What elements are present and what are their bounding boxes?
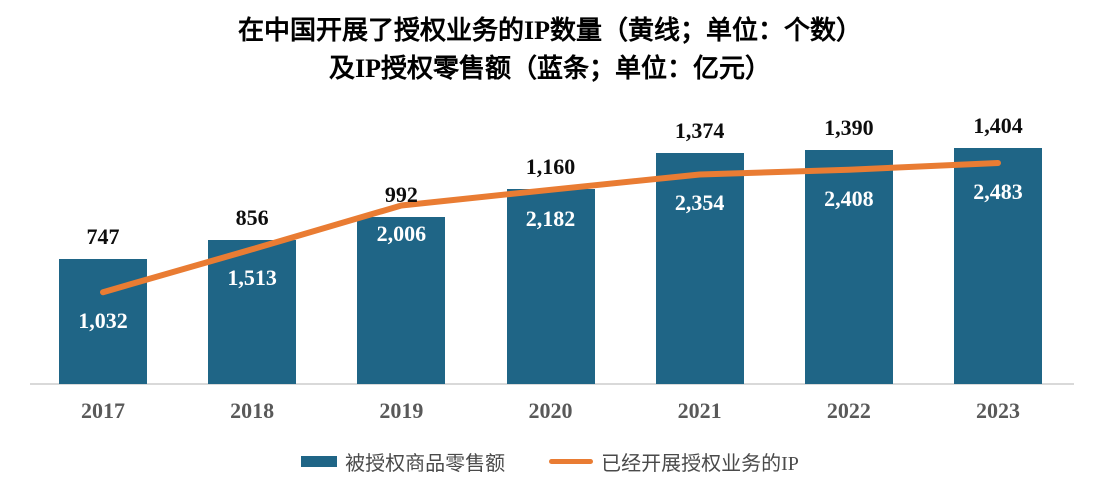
bar-series-label: 被授权商品零售额 [345, 452, 506, 475]
legend: 被授权商品零售额 已经开展授权业务的IP [0, 446, 1100, 476]
bar-2021 [655, 153, 744, 384]
bar-2018 [208, 240, 297, 384]
legend-item-ip-line: 已经开展授权业务的IP [549, 447, 799, 476]
chart-title-line2: 及IP授权零售额（蓝条；单位：亿元） [328, 54, 771, 83]
line-value-label-2020: 1,160 [525, 154, 576, 180]
line-value-label-2022: 1,390 [824, 115, 874, 141]
line-value-label-2019: 992 [384, 182, 418, 208]
bar-value-label-2020: 2,182 [525, 205, 576, 231]
x-axis-label-2023: 2023 [976, 398, 1021, 423]
x-axis-label-2021: 2021 [677, 398, 722, 423]
x-axis-label-2017: 2017 [81, 398, 125, 423]
line-value-label-2023: 1,404 [973, 113, 1023, 139]
legend-item-retail-bars: 被授权商品零售额 [301, 447, 505, 476]
bar-value-label-2018: 1,513 [227, 265, 277, 291]
line-value-label-2017: 747 [86, 223, 120, 249]
x-axis-label-2018: 2018 [230, 398, 275, 423]
line-value-label-2018: 856 [235, 205, 269, 231]
chart-title-line1: 在中国开展了授权业务的IP数量（黄线；单位：个数） [237, 16, 862, 45]
line-series-label: 已经开展授权业务的IP [601, 452, 799, 475]
x-axis-label-2019: 2019 [379, 398, 424, 423]
bar-value-label-2019: 2,006 [376, 221, 427, 247]
x-axis-line [30, 383, 1074, 385]
x-axis-label-2022: 2022 [826, 398, 871, 423]
bar-value-label-2022: 2,408 [824, 185, 874, 211]
line-series-swatch [549, 458, 594, 464]
bar-value-label-2017: 1,032 [78, 308, 128, 334]
bar-value-label-2021: 2,354 [674, 190, 725, 216]
bar-series-swatch [301, 455, 338, 467]
x-axis-label-2020: 2020 [528, 398, 573, 423]
chart-title: 在中国开展了授权业务的IP数量（黄线；单位：个数） 及IP授权零售额（蓝条；单位… [0, 12, 1100, 88]
line-value-label-2021: 1,374 [674, 118, 725, 144]
bar-value-label-2023: 2,483 [973, 179, 1023, 204]
